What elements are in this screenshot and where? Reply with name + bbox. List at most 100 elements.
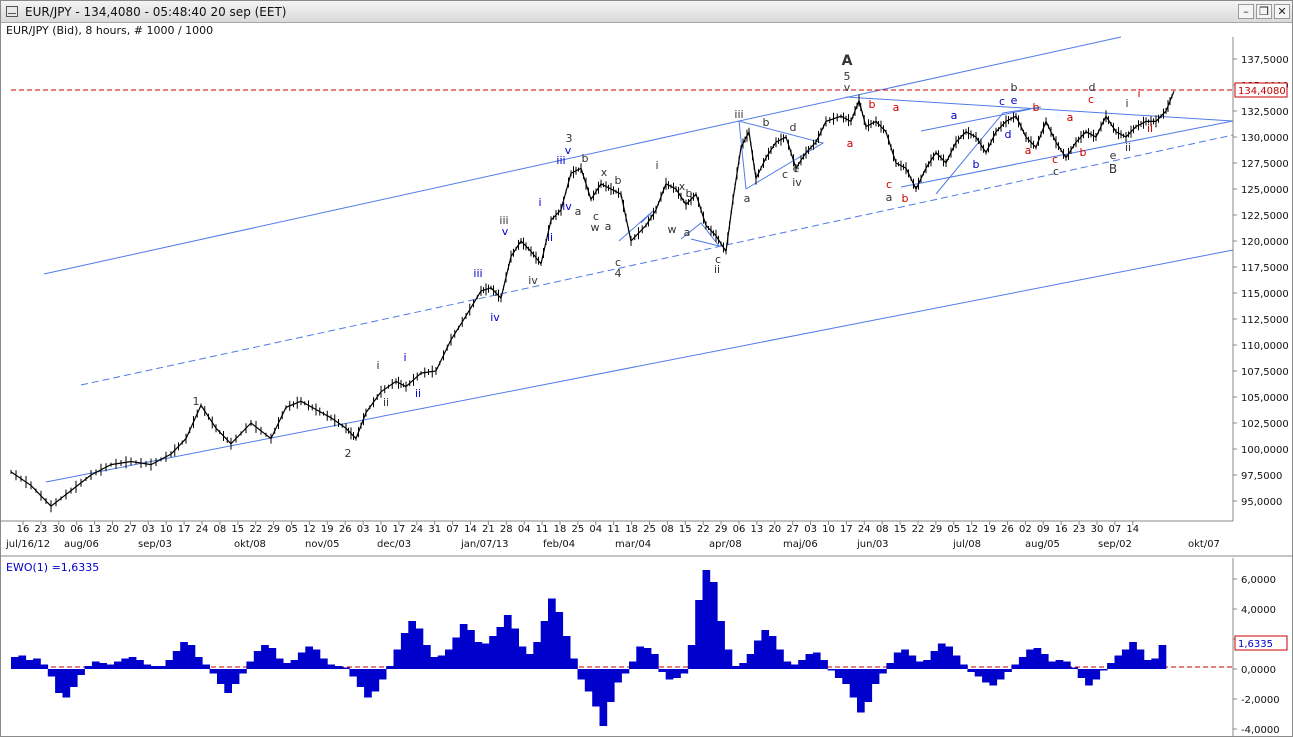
time-tick-label: 04 [589, 524, 602, 535]
maximize-button[interactable]: ❐ [1256, 4, 1272, 19]
time-tick-label: 20 [106, 524, 119, 535]
time-tick-label: 10 [822, 524, 835, 535]
ewo-bar [1129, 642, 1137, 669]
ewo-bar [1055, 660, 1064, 669]
wave-label: a [1067, 111, 1074, 124]
wave-label: ii [383, 396, 389, 409]
wedge-apr [680, 222, 721, 247]
ewo-bar [84, 666, 93, 669]
ewo-bar [680, 669, 689, 674]
ewo-bar [209, 669, 218, 674]
ewo-bar [989, 669, 998, 686]
title-bar[interactable]: EUR/JPY - 134,4080 - 05:48:40 20 sep (EE… [1, 1, 1292, 23]
time-tick-label: 29 [930, 524, 943, 535]
time-tick-label: 13 [751, 524, 764, 535]
price-tick-label: 137,5000 [1241, 55, 1289, 66]
wave-label: e [793, 162, 800, 175]
price-tick-label: 97,5000 [1241, 471, 1282, 482]
wave-label: iv [490, 311, 500, 324]
ewo-bar [695, 600, 703, 669]
time-tick-label: 19 [983, 524, 996, 535]
wave-label: c [1052, 153, 1058, 166]
ewo-bar [342, 667, 350, 669]
time-tick-label: 03 [357, 524, 370, 535]
wave-label: w [591, 221, 600, 234]
ewo-bar [136, 660, 144, 669]
ewo-bar [1158, 645, 1167, 669]
ewo-bar [768, 636, 777, 669]
wave-label: ii [1125, 141, 1131, 154]
ewo-bar [1121, 649, 1130, 669]
ewo-bar [305, 646, 313, 669]
ewo-bar [915, 661, 924, 669]
time-tick-label: 13 [88, 524, 101, 535]
ewo-bar [526, 654, 534, 669]
ewo-bar [599, 669, 608, 726]
wave-label: ii [714, 263, 720, 276]
ewo-histogram [11, 570, 1167, 726]
time-tick-label: 24 [196, 524, 209, 535]
wave-label: c [1088, 93, 1094, 106]
ewo-bar [25, 660, 34, 669]
time-tick-label: 30 [52, 524, 65, 535]
time-month-label: maj/06 [783, 539, 818, 550]
ewo-bar [378, 669, 387, 680]
wave-label: v [565, 144, 572, 157]
ewo-bar [533, 642, 541, 669]
time-tick-label: 23 [35, 524, 48, 535]
time-tick-label: 10 [160, 524, 173, 535]
ewo-bar [1092, 669, 1101, 680]
wedge-jul [935, 106, 1042, 195]
time-tick-label: 27 [124, 524, 137, 535]
wave-label: b [973, 158, 980, 171]
chart-area[interactable]: EUR/JPY (Bid), 8 hours, # 1000 / 1000 13… [1, 23, 1292, 736]
time-tick-label: 08 [876, 524, 889, 535]
time-tick-label: 11 [536, 524, 549, 535]
price-tick-label: 100,0000 [1241, 445, 1289, 456]
ewo-bar [665, 669, 674, 680]
ewo-bar [908, 655, 917, 669]
lower-channel-line [45, 249, 1234, 483]
ewo-bar [253, 651, 262, 669]
ewo-bar [327, 664, 335, 669]
indicator-tick-label: 6,0000 [1241, 575, 1276, 586]
ewo-bar [1143, 660, 1152, 669]
ewo-bar [312, 649, 321, 669]
ewo-bar [651, 654, 659, 669]
ewo-bar [283, 663, 291, 669]
wave-label: c [593, 210, 599, 223]
time-tick-label: 29 [267, 524, 280, 535]
ewo-bar [923, 660, 931, 669]
price-tick-label: 117,5000 [1241, 263, 1289, 274]
close-button[interactable]: ✕ [1274, 4, 1290, 19]
ewo-bar [709, 582, 718, 669]
ewo-bar [187, 645, 196, 669]
time-month-label: jun/03 [856, 539, 889, 550]
wave-label: ii [547, 231, 553, 244]
ewo-bar [1070, 667, 1079, 669]
ewo-bar [790, 664, 799, 669]
time-tick-label: 27 [786, 524, 799, 535]
time-month-label: dec/03 [377, 539, 411, 550]
ewo-bar [503, 615, 512, 669]
wave-label: c [782, 168, 788, 181]
ewo-bar [452, 637, 461, 669]
ewo-bar [297, 652, 306, 669]
ewo-bar [290, 660, 299, 669]
ewo-bar [217, 669, 225, 684]
time-tick-label: 18 [625, 524, 638, 535]
minimize-button[interactable]: – [1238, 4, 1254, 19]
time-month-label: jul/16/12 [5, 539, 50, 550]
ewo-bar [864, 669, 873, 702]
time-tick-label: 25 [572, 524, 585, 535]
indicator-value-label: 1,6335 [1238, 639, 1273, 650]
window-icon[interactable] [6, 6, 18, 17]
time-tick-label: 26 [339, 524, 352, 535]
price-tick-label: 132,5000 [1241, 107, 1289, 118]
ewo-bar [356, 669, 365, 687]
wave-label: a [575, 205, 582, 218]
ewo-bar [842, 669, 850, 684]
ewo-bar [55, 669, 63, 693]
time-tick-label: 12 [965, 524, 978, 535]
ewo-bar [1107, 663, 1115, 669]
